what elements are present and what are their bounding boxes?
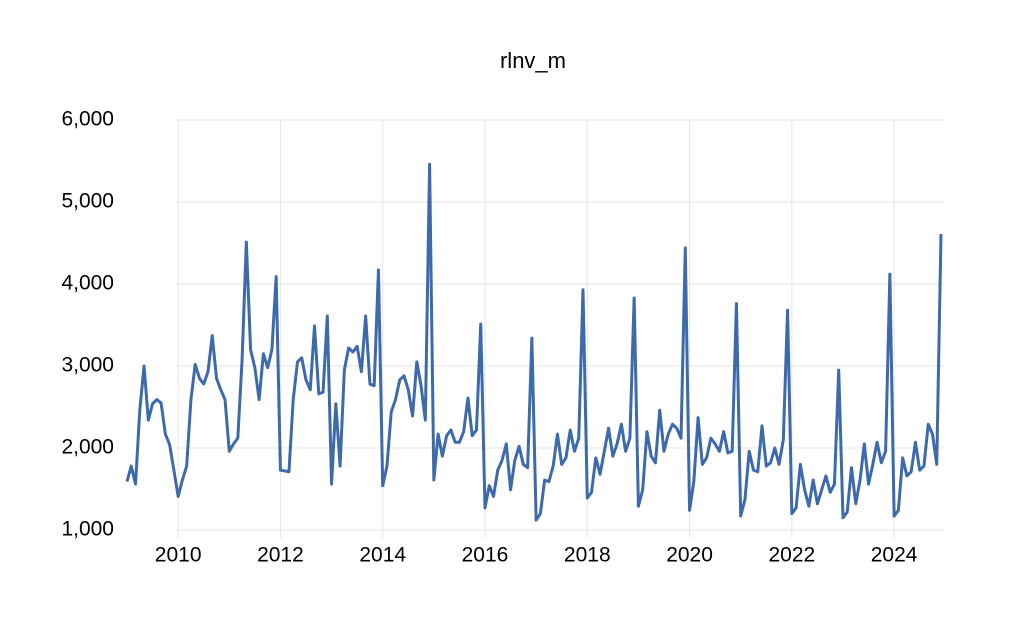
- x-tick-label: 2024: [871, 544, 918, 567]
- line-series: [125, 162, 943, 522]
- y-tick-label: 5,000: [61, 190, 114, 213]
- x-tick-label: 2016: [462, 544, 509, 567]
- x-tick-label: 2022: [768, 544, 815, 567]
- x-tick-label: 2020: [666, 544, 713, 567]
- y-tick-label: 4,000: [61, 272, 114, 295]
- y-tick-label: 6,000: [61, 108, 114, 131]
- x-tick-label: 2010: [155, 544, 202, 567]
- x-tick-label: 2014: [359, 544, 406, 567]
- x-tick-label: 2012: [257, 544, 304, 567]
- chart-title: rlnv_m: [500, 48, 566, 73]
- x-tick-label: 2018: [564, 544, 611, 567]
- y-tick-label: 1,000: [61, 518, 114, 541]
- y-tick-label: 3,000: [61, 354, 114, 377]
- y-tick-label: 2,000: [61, 436, 114, 459]
